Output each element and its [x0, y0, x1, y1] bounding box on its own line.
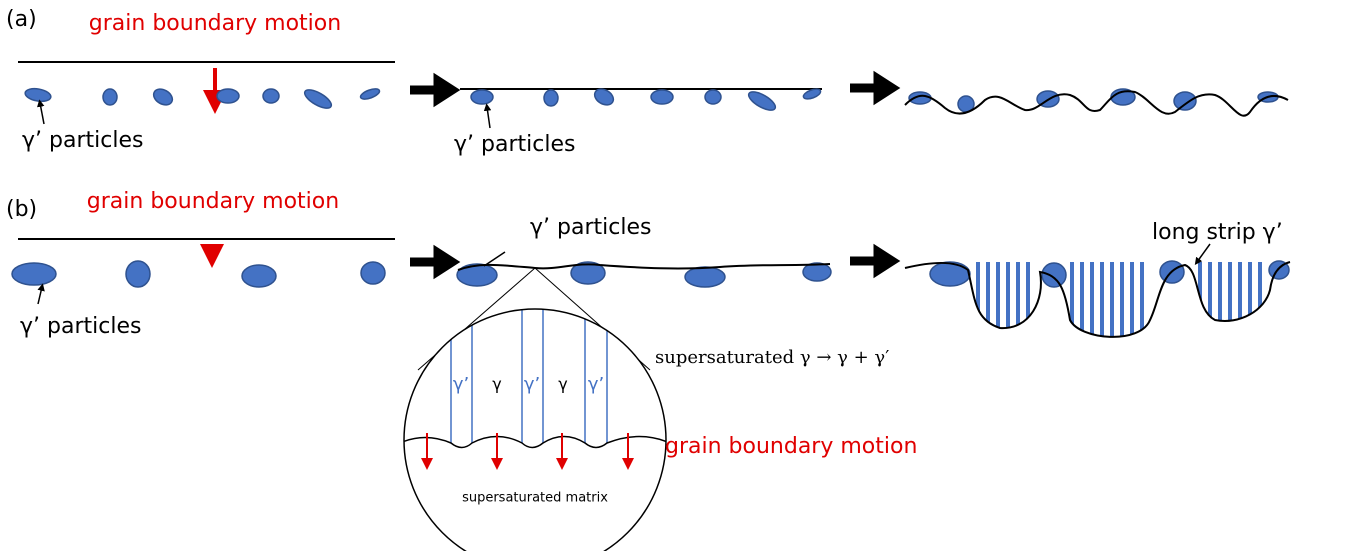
leader [37, 283, 45, 305]
phase-label: γ’ [524, 374, 540, 395]
strip-label: long strip γ’ [1152, 220, 1283, 245]
phase-label: γ [558, 375, 567, 394]
particles [470, 88, 822, 111]
grain-boundary [904, 261, 1291, 338]
motion-label: grain boundary motion [665, 434, 917, 459]
particle-label: γ’ particles [454, 132, 575, 157]
step-arrow [850, 243, 901, 279]
particles [24, 87, 381, 109]
step-arrow [850, 70, 901, 106]
particle-label: γ’ particles [22, 128, 143, 153]
phase-label: γ’ [588, 374, 604, 395]
reaction-label: supersaturated γ → γ + γ′ [655, 347, 889, 368]
leader [483, 251, 506, 267]
matrix-label: supersaturated matrix [462, 491, 608, 506]
leader [1194, 243, 1211, 266]
panel-label: (b) [6, 197, 37, 222]
motion-label: grain boundary motion [87, 189, 339, 214]
phase-label: γ’ [453, 374, 469, 395]
grain-boundary [904, 90, 1289, 117]
inset-circle [403, 308, 667, 551]
step-arrow [410, 72, 461, 108]
phase-label: γ [492, 375, 501, 394]
inset-content [404, 309, 666, 551]
particles [11, 260, 386, 288]
step-arrow [410, 244, 461, 280]
particles [929, 260, 1290, 288]
panel-label: (a) [6, 7, 37, 32]
leader [483, 103, 492, 129]
long-strips [976, 262, 1262, 337]
particle-label: γ’ particles [530, 215, 651, 240]
particle-label: γ’ particles [20, 314, 141, 339]
leader [37, 99, 45, 125]
grain-boundary [457, 263, 831, 271]
motion-label: grain boundary motion [89, 11, 341, 36]
